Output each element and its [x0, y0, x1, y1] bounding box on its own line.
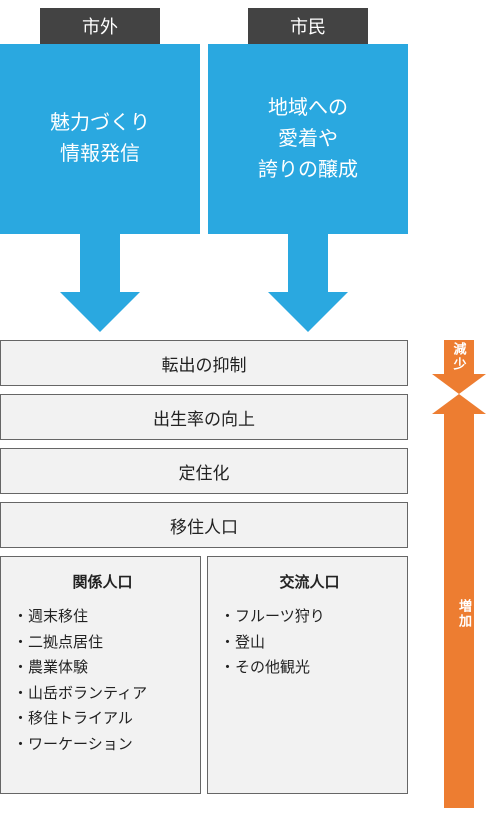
arrow-down-right	[208, 234, 408, 334]
blue-box-right: 地域への愛着や誇りの醸成	[208, 44, 408, 234]
top-row: 市外 魅力づくり情報発信 市民 地域への愛着や誇りの醸成	[0, 8, 408, 334]
list-item: 移住トライアル	[13, 706, 192, 732]
header-tab-left: 市外	[40, 8, 160, 44]
gray-box-3: 移住人口	[0, 502, 408, 548]
blue-box-left: 魅力づくり情報発信	[0, 44, 200, 234]
arrow-down-left	[0, 234, 200, 334]
list-item: 山岳ボランティア	[13, 681, 192, 707]
orange-column: 減少 増加	[424, 340, 494, 808]
list-item: その他観光	[220, 655, 399, 681]
bottom-list-right: フルーツ狩り 登山 その他観光	[220, 604, 399, 681]
gray-box-2: 定住化	[0, 448, 408, 494]
stack: 転出の抑制 出生率の向上 定住化 移住人口 関係人口 週末移住 二拠点居住 農業…	[0, 340, 408, 794]
bottom-row: 関係人口 週末移住 二拠点居住 農業体験 山岳ボランティア 移住トライアル ワー…	[0, 556, 408, 794]
bottom-box-left: 関係人口 週末移住 二拠点居住 農業体験 山岳ボランティア 移住トライアル ワー…	[0, 556, 201, 794]
column-left: 市外 魅力づくり情報発信	[0, 8, 200, 334]
header-tab-right: 市民	[248, 8, 368, 44]
list-item: 週末移住	[13, 604, 192, 630]
bottom-list-left: 週末移住 二拠点居住 農業体験 山岳ボランティア 移住トライアル ワーケーション	[13, 604, 192, 757]
list-item: 登山	[220, 630, 399, 656]
bottom-box-right: 交流人口 フルーツ狩り 登山 その他観光	[207, 556, 408, 794]
gray-box-0: 転出の抑制	[0, 340, 408, 386]
orange-arrow-down: 減少	[430, 340, 488, 394]
list-item: フルーツ狩り	[220, 604, 399, 630]
list-item: ワーケーション	[13, 732, 192, 758]
orange-down-label: 減少	[444, 340, 474, 374]
list-item: 二拠点居住	[13, 630, 192, 656]
bottom-title-right: 交流人口	[220, 571, 399, 592]
column-right: 市民 地域への愛着や誇りの醸成	[208, 8, 408, 334]
bottom-title-left: 関係人口	[13, 571, 192, 592]
orange-up-label: 増加	[444, 414, 474, 808]
gray-box-1: 出生率の向上	[0, 394, 408, 440]
orange-arrow-up: 増加	[430, 394, 488, 808]
list-item: 農業体験	[13, 655, 192, 681]
